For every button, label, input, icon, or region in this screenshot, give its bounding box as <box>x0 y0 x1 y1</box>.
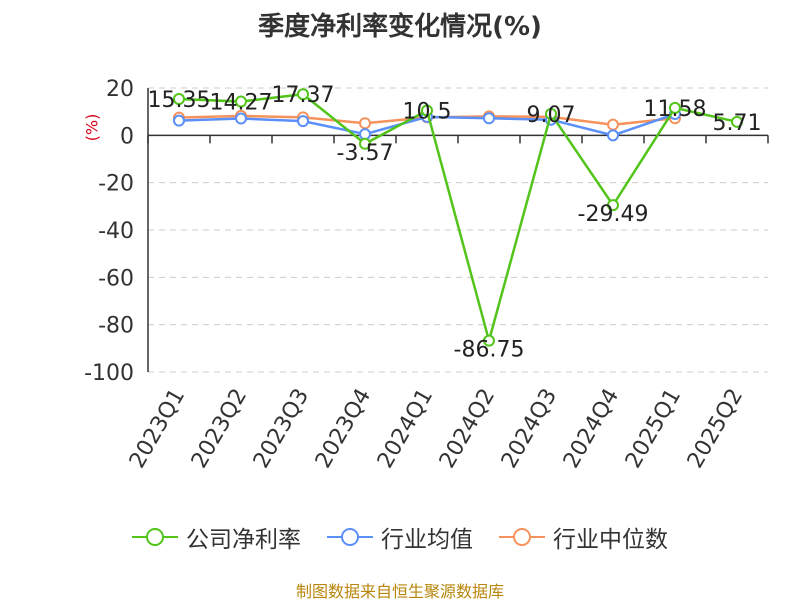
y-tick-label: -40 <box>98 219 134 244</box>
x-tick-label: 2023Q4 <box>311 385 376 473</box>
legend-marker-icon <box>327 528 373 546</box>
x-tick-label: 2024Q4 <box>559 385 624 473</box>
legend-marker-icon <box>132 528 178 546</box>
chart-title: 季度净利率变化情况(%) <box>258 12 542 42</box>
y-tick-label: -20 <box>98 172 134 197</box>
y-tick-label: 20 <box>106 77 134 102</box>
y-tick-label: 0 <box>120 124 134 149</box>
x-tick-label: 2025Q1 <box>621 385 686 473</box>
source-note: 制图数据来自恒生聚源数据库 <box>295 582 504 601</box>
legend-label: 公司净利率 <box>186 527 301 553</box>
data-label: 10.5 <box>403 99 452 124</box>
data-point <box>669 101 681 114</box>
y-tick-label: -80 <box>98 314 134 339</box>
legend-item-industry-median[interactable]: 行业中位数 <box>499 520 668 554</box>
data-label: 17.37 <box>272 83 335 108</box>
data-label: -86.75 <box>454 338 525 363</box>
data-point <box>607 199 619 212</box>
x-tick-label: 2023Q1 <box>125 385 190 473</box>
x-tick-label: 2023Q2 <box>187 385 252 473</box>
x-tick-label: 2024Q3 <box>497 385 562 473</box>
y-tick-label: -60 <box>98 266 134 291</box>
data-label: 9.07 <box>527 103 576 128</box>
data-label: 15.35 <box>148 88 211 113</box>
legend-item-industry-mean[interactable]: 行业均值 <box>327 520 473 554</box>
data-point <box>297 115 309 128</box>
legend-label: 行业均值 <box>381 527 473 553</box>
data-point <box>235 95 247 108</box>
x-tick-label: 2024Q1 <box>373 385 438 473</box>
legend-item-company[interactable]: 公司净利率 <box>132 520 301 554</box>
data-point <box>421 104 433 117</box>
data-label: 11.58 <box>644 97 707 122</box>
data-label: -3.57 <box>337 141 394 166</box>
legend-marker-icon <box>499 528 545 546</box>
data-point <box>297 88 309 101</box>
data-point <box>483 334 495 347</box>
data-point <box>359 128 371 141</box>
data-point <box>173 114 185 127</box>
x-tick-label: 2023Q3 <box>249 385 314 473</box>
y-tick-label: -100 <box>84 361 134 386</box>
data-point <box>607 118 619 131</box>
x-tick-label: 2024Q2 <box>435 385 500 473</box>
legend-label: 行业中位数 <box>553 527 668 553</box>
data-label: 5.71 <box>713 111 762 136</box>
legend: 公司净利率 行业均值 行业中位数 <box>0 520 800 554</box>
data-point <box>483 112 495 125</box>
data-point <box>235 112 247 125</box>
data-point <box>545 107 557 120</box>
data-point <box>173 93 185 106</box>
data-point <box>607 129 619 142</box>
data-label: 14.27 <box>210 91 273 116</box>
data-label: -29.49 <box>578 202 649 227</box>
series-line <box>178 92 738 346</box>
data-point <box>359 117 371 130</box>
data-point <box>359 137 371 150</box>
data-point <box>731 115 743 128</box>
x-tick-label: 2025Q2 <box>683 385 748 473</box>
